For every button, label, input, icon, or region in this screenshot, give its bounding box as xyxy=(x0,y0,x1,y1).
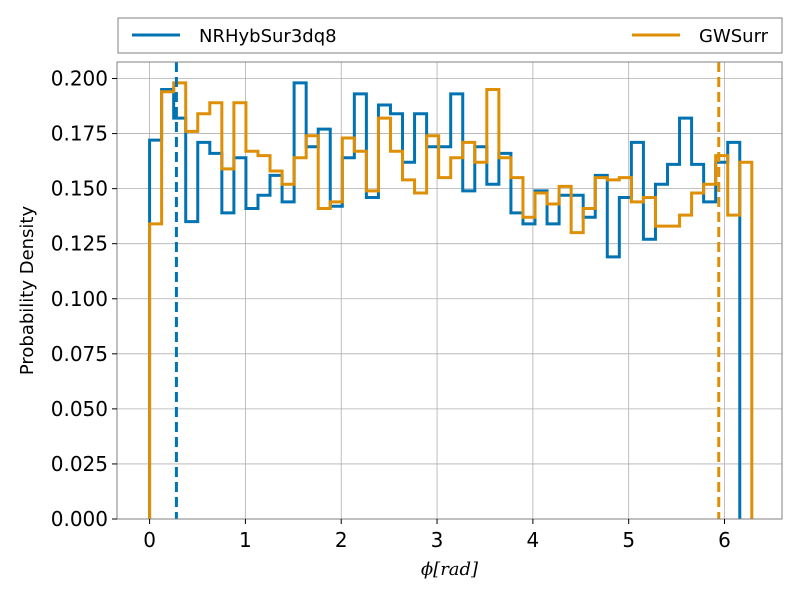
y-tick-label: 0.075 xyxy=(51,342,108,366)
y-tick-label: 0.200 xyxy=(51,67,108,91)
x-axis-label: ϕ[rad] xyxy=(421,559,479,580)
x-tick-label: 6 xyxy=(718,528,731,552)
x-tick-label: 0 xyxy=(143,528,156,552)
y-axis-label: Probability Density xyxy=(17,206,38,376)
x-tick-label: 4 xyxy=(526,528,539,552)
reference-lines xyxy=(174,62,721,519)
y-tick-label: 0.050 xyxy=(51,397,108,421)
y-tick-label: 0.100 xyxy=(51,287,108,311)
legend-label-nrhybsur3dq8: NRHybSur3dq8 xyxy=(199,26,337,47)
legend: NRHybSur3dq8 GWSurr xyxy=(117,17,783,54)
histogram-series-nrhybsur3dq8 xyxy=(148,81,742,519)
grid xyxy=(117,62,782,520)
y-tick-label: 0.125 xyxy=(51,232,108,256)
y-tick-label: 0.175 xyxy=(51,122,108,146)
series-layer xyxy=(148,81,754,519)
histogram-series-gwsurr xyxy=(148,81,754,519)
y-tick-label: 0.025 xyxy=(51,452,108,476)
plot-frame xyxy=(116,61,783,520)
x-tick-label: 2 xyxy=(335,528,348,552)
x-tick-label: 5 xyxy=(622,528,635,552)
y-tick-label: 0.150 xyxy=(51,177,108,201)
x-tick-label: 3 xyxy=(431,528,444,552)
y-tick-label: 0.000 xyxy=(51,507,108,531)
x-tick-label: 1 xyxy=(239,528,252,552)
ticks: 0 1 2 3 4 5 6 0.000 0.025 0.050 0.075 0.100 0.125 0.1… xyxy=(51,67,731,552)
legend-label-gwsurr: GWSurr xyxy=(699,26,769,47)
